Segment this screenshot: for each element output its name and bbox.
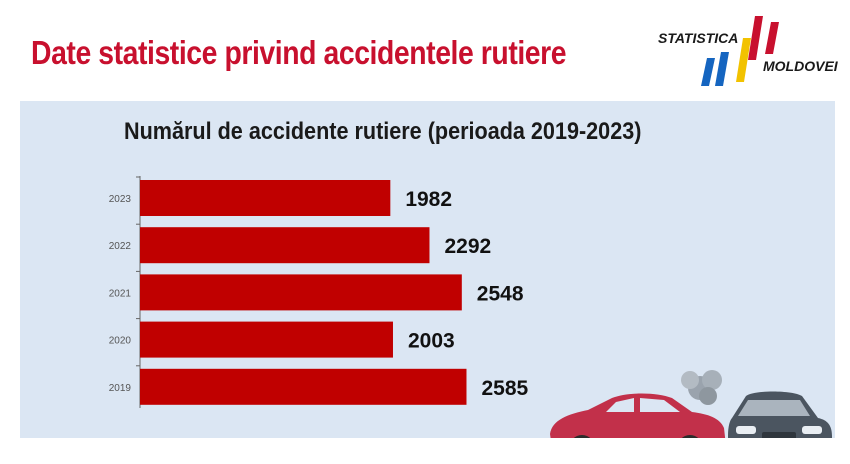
bar-2019 (140, 368, 467, 405)
y-tick-label-2023: 2023 (109, 194, 132, 205)
data-label-2023: 1982 (405, 188, 452, 211)
y-tick-label-2022: 2022 (109, 241, 132, 252)
bar-2020 (140, 321, 393, 358)
panel-bottom-strip (20, 438, 835, 464)
y-tick-label-2021: 2021 (109, 288, 132, 299)
page-title: Date statistice privind accidentele ruti… (31, 34, 567, 71)
bar-2023 (140, 180, 391, 216)
y-tick-label-2019: 2019 (109, 383, 132, 394)
logo-bars-icon (701, 16, 779, 86)
logo-text-statistica: STATISTICA (658, 30, 739, 46)
bar-2022 (140, 227, 430, 264)
chart-title: Numărul de accidente rutiere (perioada 2… (124, 118, 642, 145)
logo-text-moldovei: MOLDOVEI (763, 58, 838, 74)
data-label-2022: 2292 (444, 235, 491, 258)
bar-2021 (140, 274, 462, 311)
statistica-moldovei-logo: STATISTICA MOLDOVEI (655, 8, 838, 90)
data-label-2021: 2548 (477, 282, 524, 305)
data-label-2020: 2003 (408, 330, 455, 353)
y-tick-label-2020: 2020 (109, 336, 132, 347)
data-label-2019: 2585 (481, 377, 528, 400)
